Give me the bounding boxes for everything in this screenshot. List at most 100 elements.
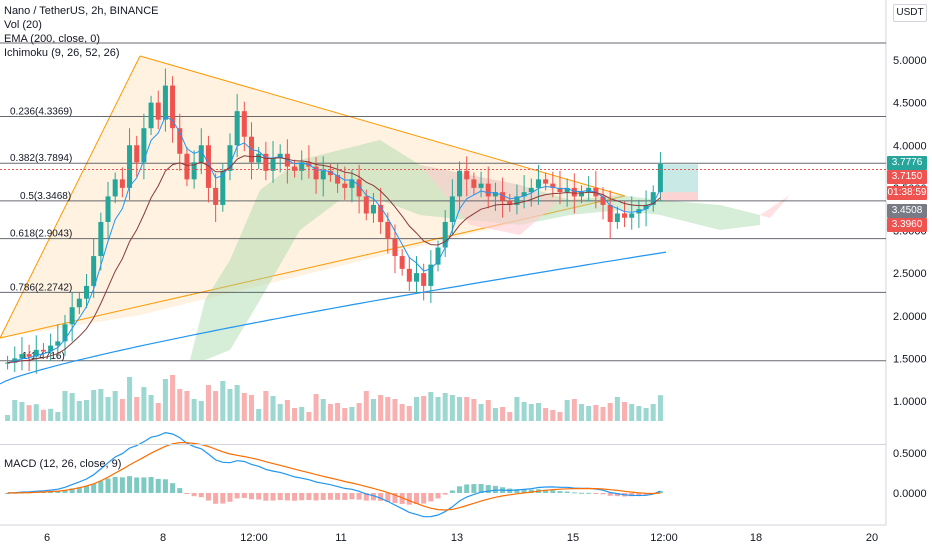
volume-bar — [342, 408, 348, 421]
candle-body — [413, 273, 420, 282]
fib-level-label: 0.382(3.7894) — [10, 153, 72, 164]
volume-bar — [514, 397, 520, 421]
volume-bar — [299, 407, 305, 421]
candle-body — [26, 354, 32, 357]
macd-histogram-bar — [342, 493, 348, 500]
macd-signal-line — [7, 441, 661, 511]
triangle-edge — [139, 55, 626, 197]
macd-histogram-bar — [299, 493, 305, 501]
volume-bar — [69, 393, 75, 421]
fib-level-label: 0.5(3.3468) — [20, 191, 71, 202]
candle-body — [571, 187, 577, 197]
volume-bar — [134, 397, 140, 421]
volume-bar — [650, 404, 656, 421]
macd-histogram-bar — [406, 493, 412, 505]
candle-body — [578, 192, 585, 197]
macd-histogram-bar — [578, 492, 585, 494]
macd-histogram-bar — [528, 489, 534, 493]
indicator-ichimoku[interactable]: Ichimoku (9, 26, 52, 26) — [4, 47, 120, 59]
candle-body — [184, 153, 190, 180]
volume-bar — [478, 404, 484, 421]
candle-body — [521, 192, 527, 197]
triangle-fill — [0, 56, 625, 338]
price-tag-4: 3.4508 — [887, 204, 927, 218]
volume-bar — [500, 407, 506, 421]
macd-histogram-bar — [564, 491, 570, 493]
macd-histogram-bar — [657, 491, 663, 493]
volume-bar — [148, 395, 154, 421]
fib-level-label: 0.236(4.3369) — [10, 107, 72, 118]
candle-body — [12, 358, 18, 363]
macd-histogram-bar — [213, 493, 219, 504]
volume-bar — [155, 403, 161, 421]
candle-body — [148, 102, 154, 129]
candle-body — [48, 345, 54, 352]
kumo-cloud-bear-end — [760, 195, 790, 218]
time-tick-label: 11 — [335, 532, 346, 544]
macd-histogram-bar — [550, 490, 556, 493]
candle-body — [378, 204, 384, 222]
macd-histogram-bar — [643, 493, 649, 495]
candle-body — [62, 324, 68, 342]
macd-histogram-bar — [313, 493, 319, 501]
macd-histogram-bar — [155, 478, 161, 493]
volume-bar — [421, 396, 427, 421]
macd-histogram-bar — [464, 484, 470, 493]
macd-histogram-bar — [198, 493, 204, 498]
macd-histogram-bar — [284, 493, 290, 501]
macd-histogram-bar — [327, 493, 333, 500]
volume-bar — [471, 399, 477, 421]
volume-bar — [578, 404, 585, 421]
candle-body — [91, 256, 97, 286]
volume-bar — [83, 400, 90, 421]
macd-histogram-bar — [492, 485, 498, 493]
candle-body — [33, 349, 39, 357]
macd-histogram-bar — [256, 493, 262, 500]
time-tick-label: 18 — [750, 532, 762, 544]
macd-histogram-bar — [91, 483, 97, 493]
candle-body — [392, 239, 398, 257]
macd-histogram-bar — [335, 493, 341, 500]
volume-bar — [91, 390, 97, 421]
candle-body — [5, 362, 11, 364]
volume-bar — [356, 403, 362, 421]
candle-body — [564, 187, 570, 193]
volume-bar — [191, 399, 197, 421]
indicator-ema[interactable]: EMA (200, close, 0) — [4, 33, 100, 45]
macd-histogram-bar — [170, 483, 176, 493]
macd-histogram-bar — [248, 493, 255, 500]
fib-level-label: 0.618(2.9043) — [10, 229, 72, 240]
candle-body — [435, 247, 441, 265]
currency-button[interactable]: USDT — [893, 4, 927, 22]
macd-histogram-bar — [385, 493, 391, 502]
price-tick-label: 2.5000 — [893, 268, 927, 280]
volume-bar — [593, 405, 599, 421]
candle-body — [119, 179, 125, 188]
macd-histogram-bar — [349, 493, 355, 500]
volume-bar — [270, 396, 276, 421]
candle-body — [277, 153, 283, 159]
candle-body — [478, 183, 484, 188]
macd-histogram-bar — [392, 493, 398, 503]
macd-histogram-bar — [449, 490, 455, 493]
candle-body — [213, 187, 219, 205]
volume-bar — [622, 402, 628, 421]
indicator-vol[interactable]: Vol (20) — [4, 19, 42, 31]
candle-body — [349, 179, 355, 188]
volume-bar — [112, 391, 118, 421]
macd-histogram-bar — [127, 476, 133, 493]
pane-separator[interactable] — [0, 444, 886, 445]
macd-histogram-bar — [413, 493, 420, 504]
fib-level-label: 0.786(2.2742) — [10, 282, 72, 293]
macd-histogram-bar — [471, 484, 477, 493]
volume-bar — [485, 400, 491, 421]
candle-body — [406, 268, 412, 282]
macd-histogram-bar — [421, 493, 427, 504]
candle-body — [112, 179, 118, 197]
macd-histogram-bar — [478, 483, 484, 493]
volume-bar — [292, 408, 298, 421]
macd-histogram-bar — [270, 493, 276, 501]
kumo-cloud — [190, 140, 760, 360]
volume-bar — [234, 385, 240, 421]
